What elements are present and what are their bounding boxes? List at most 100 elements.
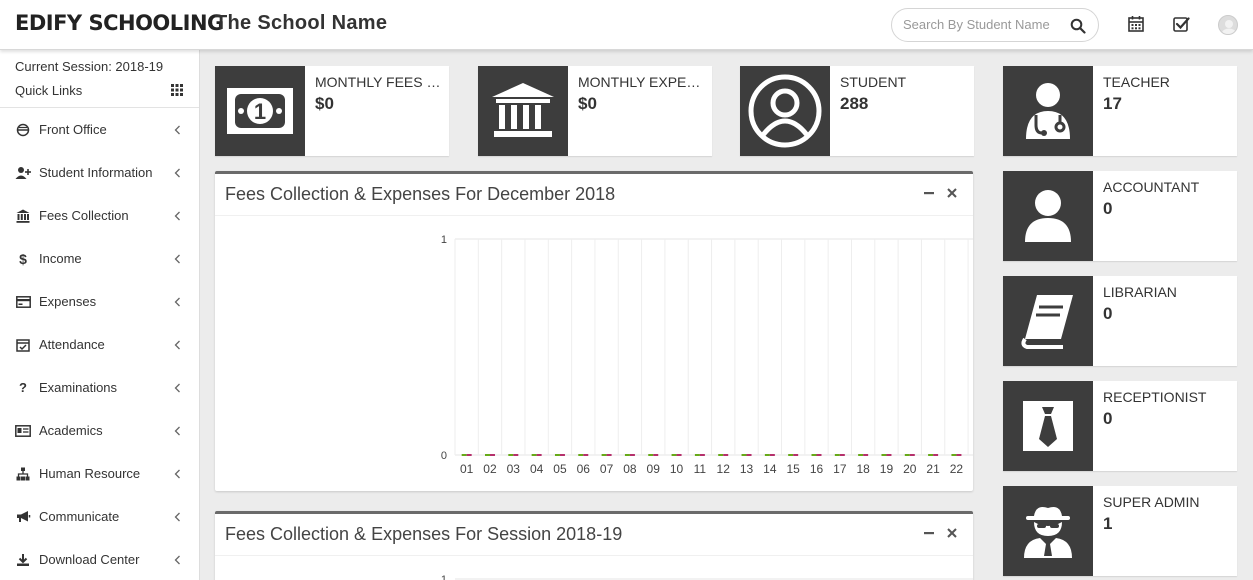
x-tick-label: 03	[507, 462, 521, 476]
user-avatar[interactable]	[1218, 15, 1238, 35]
avatar-icon	[1222, 20, 1236, 34]
bar-series2-05[interactable]	[559, 454, 565, 456]
calendar-icon[interactable]	[1127, 15, 1145, 33]
task-check-icon[interactable]	[1172, 15, 1190, 33]
bar-series1-22[interactable]	[951, 454, 957, 456]
school-name: The School Name	[215, 12, 388, 34]
sidebar-item-communicate[interactable]: Communicate	[0, 495, 199, 538]
bar-series1-17[interactable]	[834, 454, 840, 456]
bar-series2-18[interactable]	[863, 454, 869, 456]
credit-card-icon	[15, 294, 31, 310]
stat-box-student[interactable]: STUDENT 288	[740, 66, 974, 156]
sidebar-item-human-resource[interactable]: Human Resource	[0, 452, 199, 495]
bar-series2-06[interactable]	[583, 454, 589, 456]
bar-series2-01[interactable]	[466, 454, 472, 456]
x-tick-label: 16	[810, 462, 824, 476]
bar-series2-04[interactable]	[536, 454, 542, 456]
bar-series2-16[interactable]	[816, 454, 822, 456]
stat-value: 288	[840, 94, 869, 113]
bar-series2-02[interactable]	[489, 454, 495, 456]
stat-box-librarian[interactable]: LIBRARIAN 0	[1003, 276, 1237, 366]
sidebar-item-fees-collection[interactable]: Fees Collection	[0, 194, 199, 237]
bar-series1-14[interactable]	[764, 454, 770, 456]
user-circle-icon	[740, 66, 830, 156]
bar-series1-10[interactable]	[671, 454, 677, 456]
bar-series1-13[interactable]	[741, 454, 747, 456]
x-tick-label: 11	[694, 462, 707, 476]
sidebar-item-academics[interactable]: Academics	[0, 409, 199, 452]
sidebar-item-attendance[interactable]: Attendance	[0, 323, 199, 366]
sidebar-item-label: Student Information	[39, 165, 153, 180]
bar-series1-12[interactable]	[718, 454, 724, 456]
x-tick-label: 18	[856, 462, 870, 476]
bar-series1-04[interactable]	[531, 454, 537, 456]
minimize-icon[interactable]	[923, 187, 935, 199]
search-input[interactable]	[903, 17, 1053, 32]
bar-series2-12[interactable]	[723, 454, 729, 456]
bar-series2-07[interactable]	[606, 454, 612, 456]
bar-series2-08[interactable]	[629, 454, 635, 456]
app-logo[interactable]: EDIFY SCHOOLING	[15, 11, 224, 35]
sidebar-item-download-center[interactable]: Download Center	[0, 538, 199, 580]
sidebar-item-front-office[interactable]: Front Office	[0, 108, 199, 151]
sidebar-item-label: Academics	[39, 423, 103, 438]
bar-series1-18[interactable]	[858, 454, 864, 456]
bar-series2-09[interactable]	[653, 454, 659, 456]
quick-links-grid-icon[interactable]	[171, 84, 183, 96]
bar-series1-16[interactable]	[811, 454, 817, 456]
bar-series2-22[interactable]	[956, 454, 962, 456]
chevron-left-icon	[174, 383, 180, 393]
bar-series2-20[interactable]	[909, 454, 915, 456]
stat-box-receptionist[interactable]: RECEPTIONIST 0	[1003, 381, 1237, 471]
sidebar-item-student-information[interactable]: Student Information	[0, 151, 199, 194]
search-icon[interactable]	[1070, 18, 1086, 34]
bar-series1-08[interactable]	[624, 454, 630, 456]
doctor-icon	[1003, 66, 1093, 156]
bar-series2-14[interactable]	[769, 454, 775, 456]
chevron-left-icon	[174, 555, 180, 565]
bar-series2-11[interactable]	[699, 454, 705, 456]
x-tick-label: 20	[903, 462, 917, 476]
bar-series2-21[interactable]	[933, 454, 939, 456]
stat-box-monthly-fees-collection[interactable]: 1 MONTHLY FEES COLLECTION $0	[215, 66, 449, 156]
y-tick-label: 1	[441, 574, 447, 580]
x-tick-label: 05	[553, 462, 567, 476]
stat-value: $0	[578, 94, 597, 113]
bar-series2-10[interactable]	[676, 454, 682, 456]
money-bill-icon: 1	[215, 66, 305, 156]
bar-series2-15[interactable]	[793, 454, 799, 456]
stat-box-super-admin[interactable]: SUPER ADMIN 1	[1003, 486, 1237, 576]
bar-series1-19[interactable]	[881, 454, 887, 456]
stat-box-accountant[interactable]: ACCOUNTANT 0	[1003, 171, 1237, 261]
bar-series1-07[interactable]	[601, 454, 607, 456]
close-icon[interactable]	[946, 187, 958, 199]
bar-series1-11[interactable]	[694, 454, 700, 456]
session-box: Current Session: 2018-19 Quick Links	[0, 50, 199, 108]
stat-box-monthly-expenses[interactable]: MONTHLY EXPENSES $0	[478, 66, 712, 156]
bar-series2-19[interactable]	[886, 454, 892, 456]
bar-series1-21[interactable]	[928, 454, 934, 456]
bar-series2-03[interactable]	[513, 454, 519, 456]
bar-series1-15[interactable]	[788, 454, 794, 456]
bar-series1-06[interactable]	[578, 454, 584, 456]
bar-series1-02[interactable]	[484, 454, 490, 456]
current-session[interactable]: Current Session: 2018-19	[15, 59, 164, 74]
bar-series1-20[interactable]	[904, 454, 910, 456]
bar-series2-17[interactable]	[839, 454, 845, 456]
sidebar-item-expenses[interactable]: Expenses	[0, 280, 199, 323]
chevron-left-icon	[174, 469, 180, 479]
sidebar-item-income[interactable]: $ Income	[0, 237, 199, 280]
bar-series2-13[interactable]	[746, 454, 752, 456]
x-tick-label: 04	[530, 462, 544, 476]
close-icon[interactable]	[946, 527, 958, 539]
bar-series1-01[interactable]	[461, 454, 467, 456]
bar-series1-03[interactable]	[508, 454, 514, 456]
bullhorn-icon	[15, 509, 31, 525]
student-search[interactable]	[891, 8, 1099, 42]
bar-series1-05[interactable]	[554, 454, 560, 456]
bar-series1-09[interactable]	[648, 454, 654, 456]
minimize-icon[interactable]	[923, 527, 935, 539]
stat-box-teacher[interactable]: TEACHER 17	[1003, 66, 1237, 156]
sidebar-item-examinations[interactable]: ? Examinations	[0, 366, 199, 409]
stat-label: LIBRARIAN	[1103, 284, 1177, 300]
